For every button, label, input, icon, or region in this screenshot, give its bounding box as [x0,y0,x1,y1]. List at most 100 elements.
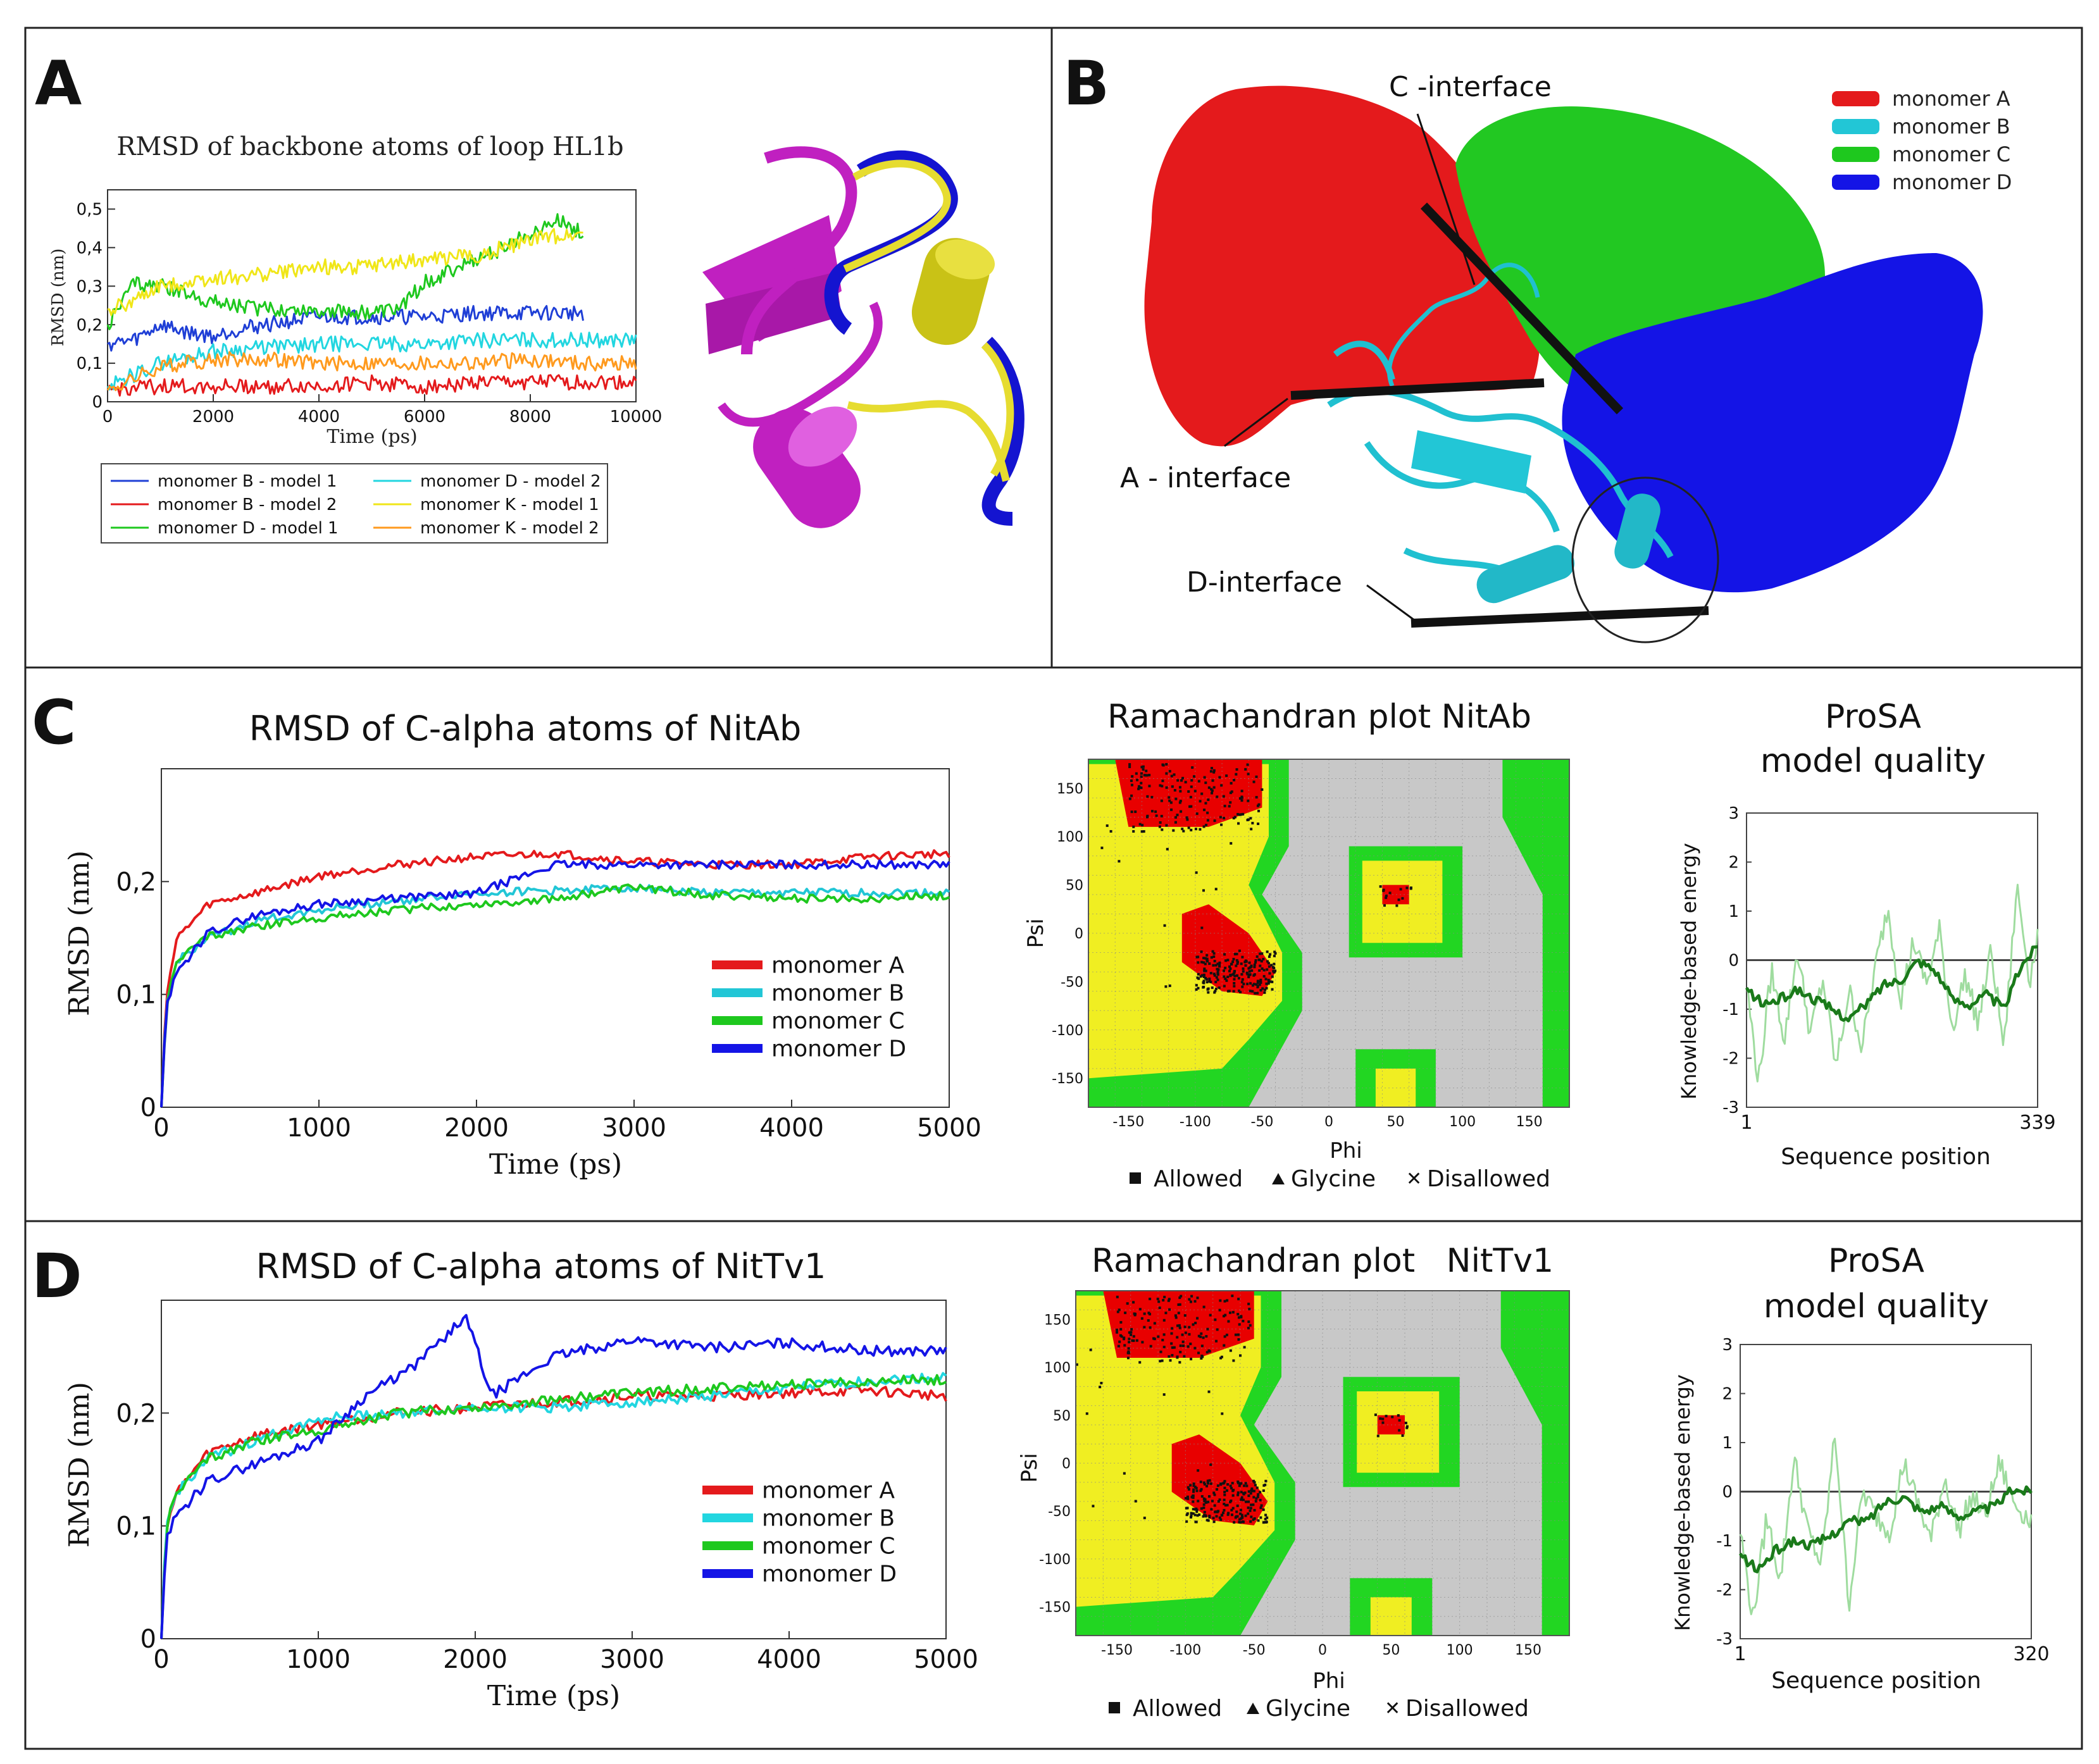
rama-point [1149,1326,1152,1329]
rama-point [1168,799,1171,802]
rama-point [1244,1514,1247,1517]
rama-point [1236,1493,1240,1496]
rama-point [1229,1484,1232,1488]
rama-point [1247,1512,1250,1515]
rama-point [1199,800,1202,803]
rama-point [1271,980,1274,983]
rama-point [1158,825,1161,828]
rama-point [1197,986,1200,990]
rama-point [1128,1341,1131,1344]
panel-d: D RMSD of C-alpha atoms of NitTv1 0 1000 2… [32,1241,2050,1722]
rama-point [1187,826,1190,829]
rama-point [1262,1521,1265,1524]
rama-point [1119,1327,1123,1331]
rama-point [1200,1357,1203,1360]
rama-point [1223,1502,1226,1505]
x-tick-label: 2000 [192,407,234,426]
prosa-y-tick: 1 [1722,1434,1733,1453]
rama-point [1240,799,1243,802]
rama-point [1401,1434,1404,1437]
rama-point [1247,976,1250,979]
rama-point [1192,1508,1195,1511]
rama-point [1237,989,1240,992]
rama-point [1230,1508,1233,1512]
rama-point [1196,1296,1199,1300]
rama-point [1214,1510,1218,1513]
rama-point [1242,812,1245,816]
rama-ylabel-c: Psi [1023,918,1049,948]
rama-point [1249,1324,1252,1327]
prosa-y-tick: 3 [1728,804,1739,823]
rama-point [1178,786,1181,789]
rama-point [1200,1507,1203,1510]
rama-plot-d: -150 -100 -50 0 50 100 150 150 100 50 0 -50 -100 -150 [1039,1290,1570,1658]
y-tick-label: 0,3 [77,277,103,296]
rama-point [1238,1323,1241,1326]
rama-point [1240,1491,1243,1494]
rama-point [1207,987,1210,990]
rama-point [1237,1316,1240,1319]
rama-point [1213,991,1216,994]
rama-point [1231,1310,1235,1314]
rama-point [1231,1494,1235,1497]
prosa-series-1 [1745,945,2038,1022]
rama-point [1161,1338,1164,1341]
rama-point [1134,810,1137,813]
rama-point [1242,970,1245,973]
rama-point [1267,955,1271,959]
rama-point [1224,1504,1227,1507]
rama-point [1264,1479,1267,1482]
rama-point [1207,798,1210,801]
rama-point [1196,1317,1199,1320]
loop-magenta-2 [718,301,883,427]
rama-point [1379,885,1382,888]
rama-plot-c: -150 -100 -50 0 50 100 150 150 100 50 0 -50 -100 -150 [1052,759,1570,1130]
rama-point [1182,1344,1185,1347]
rama-point [1379,1417,1382,1420]
rama-point [1244,964,1247,967]
rama-point [1145,774,1149,777]
rama-point [1138,1361,1142,1364]
rama-point [1237,977,1240,980]
c-interface-pointer [1416,113,1476,285]
rama-point [1189,1484,1192,1487]
rama-point [1250,1489,1254,1492]
rama-y-tick: 150 [1057,781,1083,797]
rama-point [1251,984,1254,987]
rama-point [1181,776,1185,780]
rama-point [1259,989,1262,992]
rama-point [1164,1312,1168,1315]
rama-point [1116,1295,1119,1298]
rama-point [1109,829,1112,833]
rama-point [1189,1342,1192,1345]
rama-x-tick: -150 [1112,1114,1144,1130]
rama-point [1232,817,1235,820]
rama-point [1192,1496,1195,1500]
rama-point [1212,964,1215,967]
rama-point [1240,1498,1243,1501]
x-tick-label: 5000 [914,1645,978,1674]
rama-point [1207,1500,1210,1503]
rama-point [1258,959,1261,962]
rama-point [1239,1521,1242,1524]
rama-point [1223,1480,1226,1483]
rama-y-tick: 0 [1062,1457,1071,1472]
ribbon-b-sheet [1411,430,1531,494]
rama-point [1145,769,1148,773]
rama-point [1395,904,1398,907]
rama-point [1179,799,1182,802]
rama-point [1227,1512,1230,1515]
rama-point [1236,812,1240,816]
rama-point [1199,1335,1202,1338]
rama-point [1161,780,1164,783]
rama-point [1220,823,1223,826]
x-tick-label: 0 [103,407,113,426]
rama-point [1208,1514,1211,1517]
legend-label: monomer K - model 1 [420,495,599,514]
rama-point [1233,971,1236,974]
legend-label: monomer A [771,953,904,979]
rama-point [1075,1363,1078,1366]
rama-point [1251,990,1254,993]
rama-point [1223,1486,1226,1489]
rama-point [1261,952,1264,955]
